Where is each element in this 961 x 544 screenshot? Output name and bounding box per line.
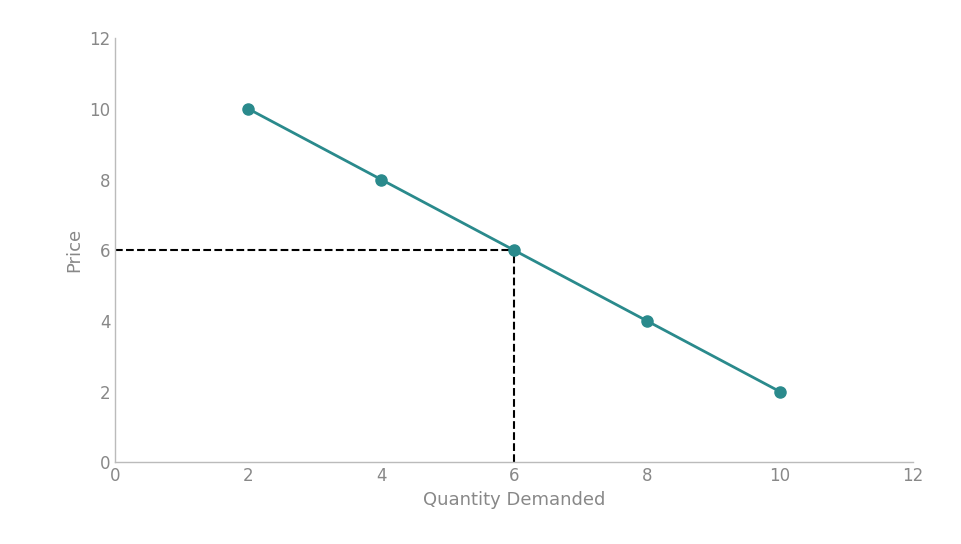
Y-axis label: Price: Price — [65, 228, 84, 273]
X-axis label: Quantity Demanded: Quantity Demanded — [423, 491, 605, 509]
